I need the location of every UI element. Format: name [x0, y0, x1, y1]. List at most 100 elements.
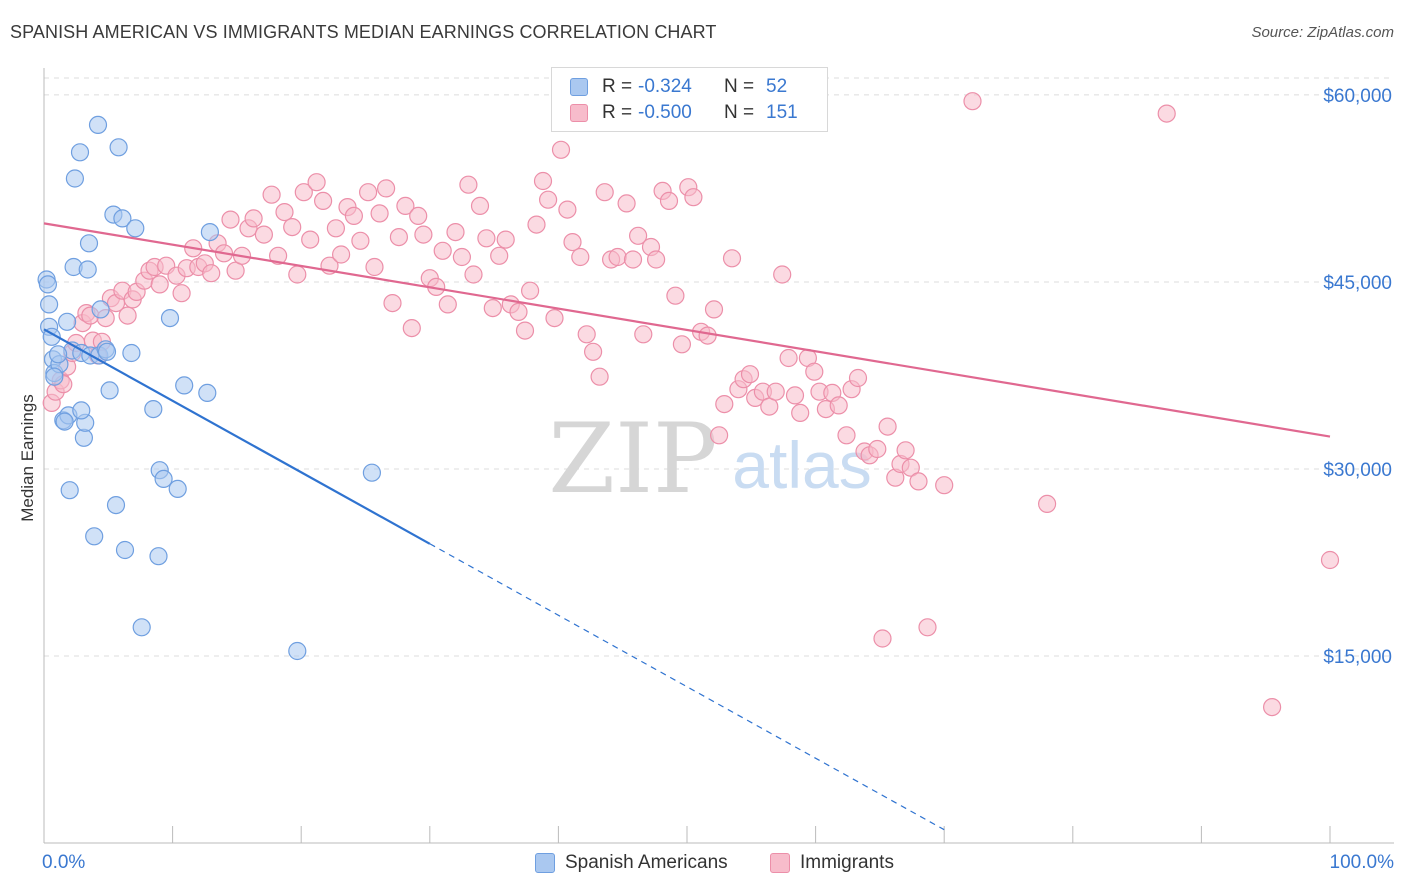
immigrants-point [1157, 104, 1176, 123]
immigrants-point [590, 367, 609, 386]
immigrants-point [715, 395, 734, 414]
spanish-americans-trend-line [43, 328, 431, 545]
immigrants-point [1320, 550, 1340, 570]
immigrants-point [269, 246, 288, 265]
chart-title: SPANISH AMERICAN VS IMMIGRANTS MEDIAN EA… [10, 22, 717, 42]
immigrants-point [490, 246, 509, 265]
trend-lines [43, 222, 1331, 831]
spanish-americans-point [85, 527, 104, 546]
immigrants-point [172, 284, 191, 303]
legend-swatch-pink [570, 104, 588, 122]
legend-item-spanish-americans[interactable]: Spanish Americans [535, 852, 728, 874]
n-value: 151 [766, 102, 798, 123]
immigrants-point [963, 92, 982, 111]
immigrants-point [698, 326, 717, 345]
immigrants-point [515, 321, 535, 340]
watermark: ZIP atlas [548, 403, 871, 515]
immigrants-point [909, 472, 928, 491]
immigrants-point [538, 190, 558, 209]
spanish-americans-point [88, 115, 108, 135]
spanish-americans-point [198, 383, 217, 402]
immigrants-point [901, 458, 920, 477]
spanish-americans-point [115, 540, 135, 560]
spanish-americans-point [70, 143, 90, 162]
spanish-americans-point [122, 343, 141, 363]
spanish-americans-point [100, 381, 119, 400]
immigrants-point [370, 204, 389, 223]
y-tick-labels: $15,000 $30,000 $45,000 $60,000 [1323, 86, 1392, 668]
spanish-americans-points [37, 115, 381, 661]
r-value: -0.324 [638, 76, 692, 97]
immigrants-point [221, 210, 240, 229]
immigrants-point [740, 365, 760, 384]
legend-row-immigrants: R = -0.500 N = 151 [570, 101, 798, 125]
immigrants-point [558, 200, 577, 219]
immigrants-point [459, 175, 478, 194]
spanish-americans-point [362, 463, 381, 482]
spanish-americans-point [132, 618, 151, 637]
immigrants-point [275, 203, 294, 222]
y-tick-label: $30,000 [1323, 460, 1392, 481]
spanish-americans-point [72, 401, 91, 420]
series-legend: Spanish Americans Immigrants [0, 852, 1406, 878]
spanish-americans-point [55, 412, 74, 431]
legend-swatch-blue [570, 78, 588, 96]
immigrants-point [288, 265, 307, 284]
immigrants-point [684, 188, 703, 207]
immigrants-point [545, 309, 564, 328]
spanish-americans-point [106, 496, 126, 515]
immigrants-point [402, 319, 421, 338]
y-axis-label: Median Earnings [18, 394, 37, 522]
immigrants-point [571, 247, 590, 267]
spanish-americans-point [74, 428, 94, 447]
immigrants-point [150, 275, 169, 294]
immigrants-point [659, 191, 679, 210]
legend-swatch-pink [770, 853, 790, 873]
spanish-americans-point [154, 469, 173, 488]
spanish-americans-point [288, 641, 307, 661]
immigrants-point [1262, 697, 1282, 717]
legend-item-immigrants[interactable]: Immigrants [770, 852, 894, 874]
immigrants-point [829, 396, 848, 415]
immigrants-points [42, 92, 1340, 717]
legend-row-spanish-americans: R = -0.324 N = 52 [570, 75, 787, 99]
immigrants-point [1037, 494, 1057, 513]
immigrants-point [563, 233, 582, 252]
legend-swatch-blue [535, 853, 555, 873]
immigrants-point [409, 206, 428, 225]
immigrants-point [414, 225, 433, 244]
spanish-americans-point [149, 547, 168, 566]
immigrants-point [805, 362, 824, 381]
immigrants-point [935, 476, 954, 495]
immigrants-point [791, 403, 810, 422]
spanish-americans-point [60, 481, 79, 500]
spanish-americans-point [97, 342, 117, 361]
immigrants-point [666, 286, 685, 305]
immigrants-point [878, 417, 897, 436]
immigrants-point [294, 183, 313, 202]
immigrants-point [509, 302, 528, 321]
immigrants-point [722, 249, 742, 268]
immigrants-point [351, 231, 370, 250]
spanish-americans-point [168, 479, 187, 498]
spanish-americans-point [113, 209, 132, 228]
spanish-americans-point [144, 400, 163, 419]
immigrants-point [446, 223, 465, 242]
n-label: N = [724, 76, 755, 97]
legend-label: Spanish Americans [565, 852, 728, 873]
spanish-americans-point [78, 260, 97, 279]
immigrants-point [837, 426, 856, 445]
r-label: R = [602, 76, 633, 97]
spanish-americans-point [38, 275, 58, 294]
immigrants-point [383, 294, 402, 313]
y-tick-label: $45,000 [1323, 273, 1392, 294]
spanish-americans-point [175, 376, 194, 395]
immigrants-point [464, 265, 483, 284]
spanish-americans-point [109, 138, 128, 157]
n-value: 52 [766, 76, 788, 97]
immigrants-point [704, 300, 724, 319]
immigrants-point [634, 325, 653, 344]
immigrants-point [896, 441, 915, 460]
r-label: R = [602, 102, 633, 123]
